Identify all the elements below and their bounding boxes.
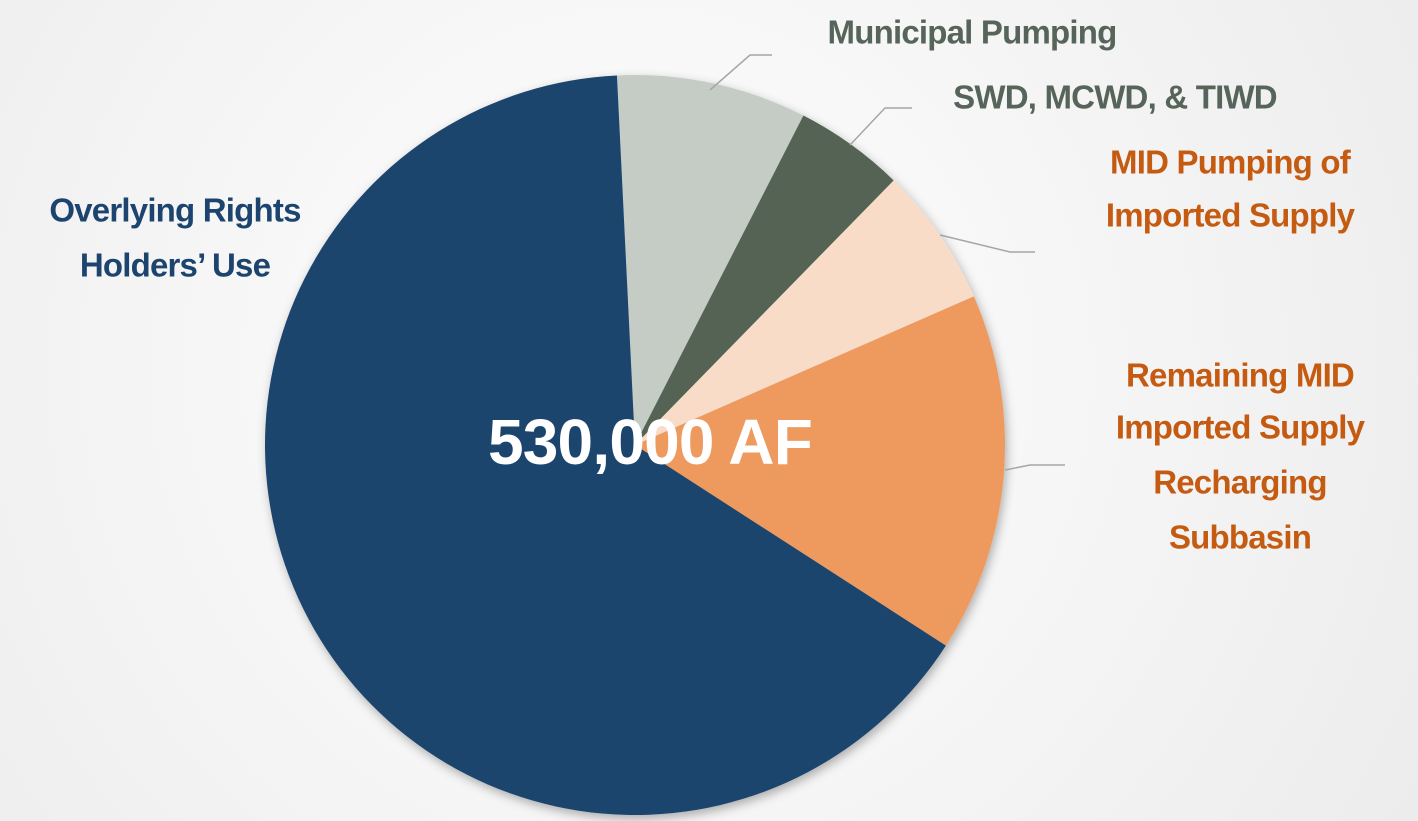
slice-label: MID Pumping of [1110,144,1352,181]
slice-label: Municipal Pumping [828,14,1117,51]
leader-line [1004,464,1065,471]
center-label: 530,000 AF [488,406,812,478]
pie-slice [635,115,894,446]
slice-label: Imported Supply [1106,197,1356,234]
labels: Municipal Pumping SWD, MCWD, & TIWD MID Pu… [49,14,1366,556]
slice-label: Holders’ Use [80,247,271,284]
pie-slice [616,75,804,445]
slice-label: Imported Supply [1116,409,1366,446]
slice-label: Recharging [1153,464,1327,501]
slice-label: SWD, MCWD, & TIWD [953,79,1277,116]
leader-line [709,54,772,91]
slice-label: Subbasin [1169,519,1311,556]
slice-label: Overlying Rights [49,192,300,229]
leader-line [939,234,1035,253]
pie [265,75,1005,815]
pie-slice [265,75,946,815]
leader-line [849,107,912,146]
pie-slice [635,180,974,445]
pie-slice [635,296,1005,646]
slice-label: Remaining MID [1126,357,1354,394]
